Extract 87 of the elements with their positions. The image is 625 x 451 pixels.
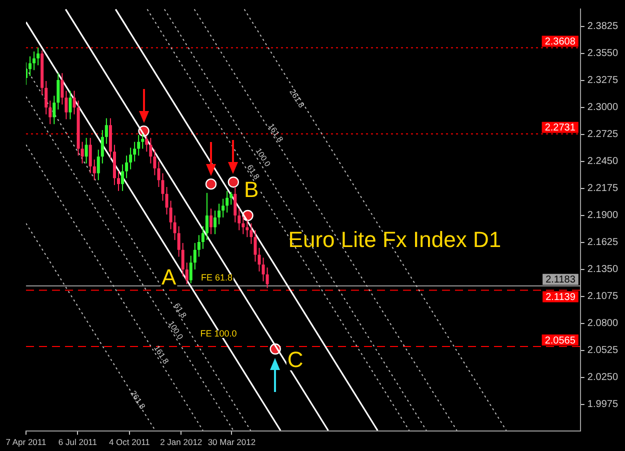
- candlestick: [141, 133, 144, 150]
- annotation: A: [162, 264, 177, 290]
- candlestick: [254, 230, 257, 262]
- candlestick: [214, 210, 217, 235]
- candlestick: [44, 80, 48, 115]
- candlestick: [52, 95, 56, 125]
- annotation: C: [287, 347, 304, 372]
- y-tick-label: 2.3275: [587, 75, 618, 86]
- annotation: FE 61.8: [200, 272, 233, 283]
- candlestick: [72, 90, 76, 115]
- x-tick-label: 2 Jan 2012: [160, 437, 202, 448]
- candlestick: [266, 267, 269, 289]
- candlestick: [80, 141, 84, 164]
- y-tick-label: 2.3000: [587, 102, 618, 114]
- candlestick: [137, 134, 140, 156]
- ref-line-label: 2.3608: [544, 36, 576, 48]
- candlestick: [68, 90, 72, 120]
- candlestick: [238, 208, 241, 231]
- y-tick-label: 2.3825: [587, 21, 618, 32]
- candlestick: [193, 242, 196, 270]
- point: [228, 176, 240, 188]
- candlestick: [157, 160, 160, 188]
- candlestick: [205, 192, 208, 241]
- candlestick: [226, 190, 229, 214]
- y-tick-label: 2.1075: [587, 291, 618, 302]
- candlestick: [234, 186, 237, 223]
- ref-line-label: 2.1183: [546, 274, 576, 286]
- candlestick: [177, 226, 180, 258]
- y-tick-label: 2.1350: [587, 264, 618, 276]
- candlestick: [262, 257, 265, 282]
- candlestick: [88, 137, 92, 174]
- candlestick: [242, 216, 245, 235]
- y-tick-label: 1.9975: [587, 399, 618, 410]
- candlestick: [258, 247, 261, 272]
- x-tick-label: 30 Mar 2012: [208, 437, 256, 448]
- candlestick: [96, 149, 100, 181]
- y-tick-label: 2.2725: [587, 129, 618, 140]
- candlestick: [153, 149, 156, 176]
- y-tick-label: 2.3550: [587, 48, 618, 60]
- ref-line-label: 2.1139: [546, 292, 576, 303]
- candlestick: [189, 255, 192, 284]
- candlestick: [32, 51, 36, 71]
- candlestick: [161, 172, 164, 202]
- candlestick: [185, 262, 188, 285]
- y-tick-label: 2.2175: [587, 183, 618, 194]
- candlestick: [165, 186, 168, 215]
- candlestick: [36, 47, 40, 66]
- y-tick-label: 2.0800: [587, 318, 618, 330]
- candlestick: [201, 226, 204, 250]
- candlestick: [133, 141, 136, 162]
- candlestick: [230, 191, 233, 206]
- candlestick: [64, 90, 68, 120]
- x-tick-label: 7 Apr 2011: [6, 437, 47, 448]
- candlestick: [28, 56, 32, 77]
- y-tick-label: 2.2450: [587, 156, 618, 168]
- candlestick: [218, 203, 221, 225]
- candlestick: [125, 155, 128, 179]
- candlestick: [100, 130, 104, 164]
- candlestick: [129, 147, 132, 170]
- candlestick: [209, 208, 212, 235]
- ref-line-label: 2.0565: [544, 335, 576, 346]
- candlestick: [197, 234, 200, 258]
- candlestick: [250, 222, 253, 244]
- y-tick-label: 2.1625: [587, 237, 618, 248]
- candlestick: [169, 200, 172, 230]
- candlestick: [84, 137, 88, 164]
- x-tick-label: 6 Jul 2011: [58, 437, 98, 448]
- point: [205, 178, 217, 190]
- candlestick: [60, 72, 64, 106]
- candlestick: [56, 72, 60, 110]
- candlestick: [117, 170, 120, 192]
- candlestick: [104, 118, 108, 144]
- text: Euro Lite Fx Index D1: [288, 227, 502, 252]
- candlestick: [173, 214, 176, 241]
- candlestick: [222, 198, 225, 218]
- candlestick: [48, 100, 52, 125]
- candlestick: [149, 137, 152, 164]
- candlestick: [92, 159, 96, 181]
- candlestick: [121, 164, 124, 192]
- y-tick-label: 2.1900: [587, 210, 618, 222]
- candlestick: [145, 135, 148, 152]
- candlestick: [181, 242, 184, 277]
- y-tick-label: 2.0525: [587, 345, 618, 356]
- y-tick-label: 2.0250: [587, 372, 618, 384]
- ref-line-label: 2.2731: [544, 122, 576, 134]
- annotation: FE 100.0: [200, 328, 237, 339]
- x-tick-label: 4 Oct 2011: [108, 437, 150, 448]
